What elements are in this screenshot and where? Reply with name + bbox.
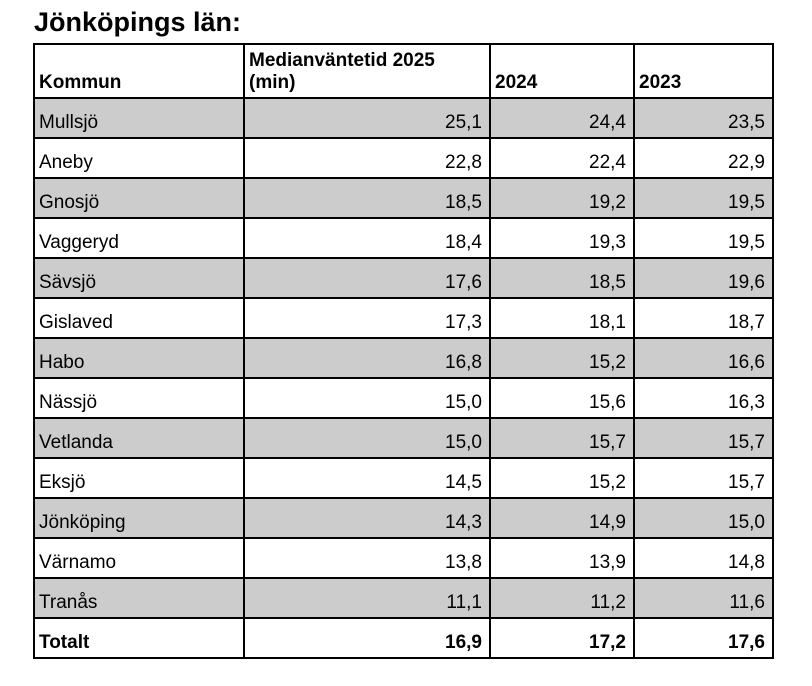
kommun-cell: Tranås — [33, 577, 245, 620]
col-header-2023: 2023 — [633, 43, 774, 100]
kommun-cell: Nässjö — [33, 377, 245, 420]
total-2024-cell: 17,2 — [489, 617, 635, 660]
value-2023-cell: 23,5 — [633, 97, 774, 140]
value-2025-cell: 15,0 — [243, 377, 491, 420]
page: Jönköpings län: Kommun Medianväntetid 20… — [33, 7, 774, 660]
value-2023-cell: 22,9 — [633, 137, 774, 180]
value-2025-cell: 11,1 — [243, 577, 491, 620]
value-2023-cell: 19,5 — [633, 177, 774, 220]
table-row: Habo 16,8 15,2 16,6 — [33, 337, 774, 380]
kommun-cell: Värnamo — [33, 537, 245, 580]
value-2024-cell: 11,2 — [489, 577, 635, 620]
col-header-medianvantetid-2025: Medianväntetid 2025 (min) — [243, 43, 491, 100]
value-2025-cell: 17,3 — [243, 297, 491, 340]
value-2023-cell: 16,3 — [633, 377, 774, 420]
value-2024-cell: 18,5 — [489, 257, 635, 300]
table-row: Mullsjö 25,1 24,4 23,5 — [33, 97, 774, 140]
table-row: Gnosjö 18,5 19,2 19,5 — [33, 177, 774, 220]
median-wait-time-table: Kommun Medianväntetid 2025 (min) 2024 20… — [33, 43, 774, 660]
kommun-cell: Eksjö — [33, 457, 245, 500]
kommun-cell: Sävsjö — [33, 257, 245, 300]
table-row: Sävsjö 17,6 18,5 19,6 — [33, 257, 774, 300]
value-2024-cell: 24,4 — [489, 97, 635, 140]
value-2023-cell: 16,6 — [633, 337, 774, 380]
table-row: Gislaved 17,3 18,1 18,7 — [33, 297, 774, 340]
value-2024-cell: 22,4 — [489, 137, 635, 180]
page-title: Jönköpings län: — [34, 7, 242, 37]
value-2024-cell: 18,1 — [489, 297, 635, 340]
table-row: Tranås 11,1 11,2 11,6 — [33, 577, 774, 620]
kommun-cell: Gislaved — [33, 297, 245, 340]
value-2024-cell: 15,2 — [489, 457, 635, 500]
kommun-cell: Mullsjö — [33, 97, 245, 140]
col-header-2024: 2024 — [489, 43, 635, 100]
kommun-cell: Gnosjö — [33, 177, 245, 220]
value-2023-cell: 19,5 — [633, 217, 774, 260]
value-2025-cell: 25,1 — [243, 97, 491, 140]
value-2024-cell: 15,7 — [489, 417, 635, 460]
table-row: Vaggeryd 18,4 19,3 19,5 — [33, 217, 774, 260]
total-2025-cell: 16,9 — [243, 617, 491, 660]
value-2023-cell: 14,8 — [633, 537, 774, 580]
total-row: Totalt 16,9 17,2 17,6 — [33, 617, 774, 660]
value-2023-cell: 19,6 — [633, 257, 774, 300]
value-2025-cell: 13,8 — [243, 537, 491, 580]
total-label-cell: Totalt — [33, 617, 245, 660]
table-row: Nässjö 15,0 15,6 16,3 — [33, 377, 774, 420]
kommun-cell: Aneby — [33, 137, 245, 180]
table-row: Vetlanda 15,0 15,7 15,7 — [33, 417, 774, 460]
col-header-kommun: Kommun — [33, 43, 245, 100]
table-row: Värnamo 13,8 13,9 14,8 — [33, 537, 774, 580]
value-2025-cell: 14,5 — [243, 457, 491, 500]
kommun-cell: Vaggeryd — [33, 217, 245, 260]
value-2024-cell: 13,9 — [489, 537, 635, 580]
value-2024-cell: 14,9 — [489, 497, 635, 540]
value-2023-cell: 18,7 — [633, 297, 774, 340]
header-row: Kommun Medianväntetid 2025 (min) 2024 20… — [33, 43, 774, 100]
value-2025-cell: 18,4 — [243, 217, 491, 260]
table-row: Aneby 22,8 22,4 22,9 — [33, 137, 774, 180]
value-2024-cell: 19,3 — [489, 217, 635, 260]
value-2025-cell: 22,8 — [243, 137, 491, 180]
value-2025-cell: 18,5 — [243, 177, 491, 220]
value-2023-cell: 11,6 — [633, 577, 774, 620]
table-row: Eksjö 14,5 15,2 15,7 — [33, 457, 774, 500]
value-2025-cell: 14,3 — [243, 497, 491, 540]
total-2023-cell: 17,6 — [633, 617, 774, 660]
kommun-cell: Habo — [33, 337, 245, 380]
value-2023-cell: 15,7 — [633, 457, 774, 500]
value-2025-cell: 17,6 — [243, 257, 491, 300]
value-2025-cell: 16,8 — [243, 337, 491, 380]
value-2025-cell: 15,0 — [243, 417, 491, 460]
kommun-cell: Jönköping — [33, 497, 245, 540]
value-2023-cell: 15,7 — [633, 417, 774, 460]
value-2023-cell: 15,0 — [633, 497, 774, 540]
kommun-cell: Vetlanda — [33, 417, 245, 460]
value-2024-cell: 15,6 — [489, 377, 635, 420]
value-2024-cell: 15,2 — [489, 337, 635, 380]
table-row: Jönköping 14,3 14,9 15,0 — [33, 497, 774, 540]
value-2024-cell: 19,2 — [489, 177, 635, 220]
